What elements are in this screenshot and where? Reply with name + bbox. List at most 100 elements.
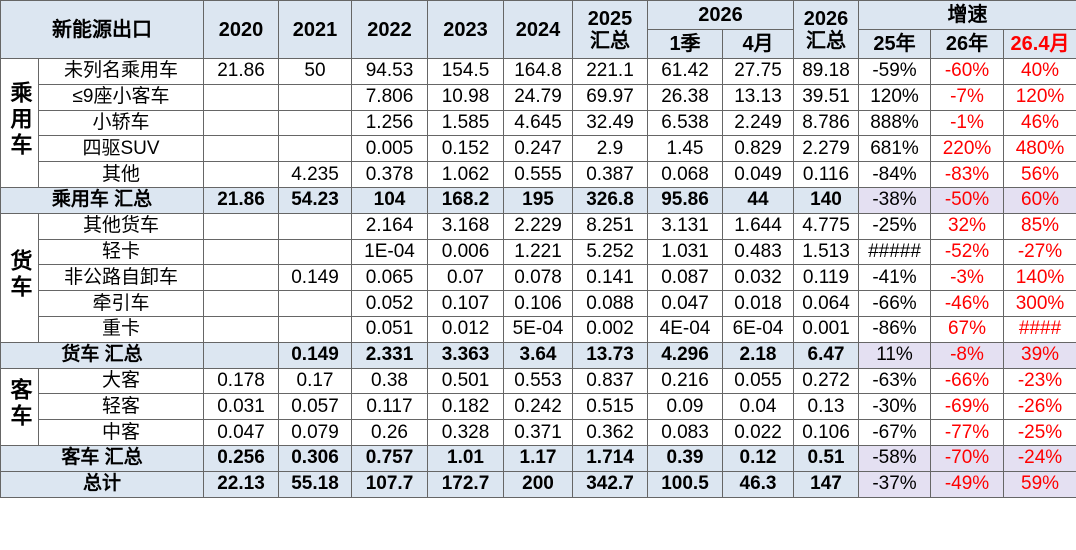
value-cell: 0.07 (427, 264, 504, 292)
value-cell: 0.378 (351, 161, 428, 188)
value-cell (278, 212, 352, 240)
value-cell: 0.387 (572, 161, 648, 188)
subtotal-row: 客车 汇总 0.256 0.306 0.757 1.01 1.17 1.714 0.39 0.1… (0, 444, 1076, 472)
value-cell: 5E-04 (503, 315, 573, 343)
value-cell: 6.47 (793, 341, 859, 369)
value-cell: 140 (793, 186, 859, 214)
row-name: 轻卡 (38, 238, 204, 266)
value-cell: 13.73 (572, 341, 648, 369)
value-cell: 0.047 (647, 290, 723, 317)
value-cell: 59% (1002, 470, 1076, 498)
value-cell: 888% (858, 109, 931, 137)
value-cell: 0.064 (793, 290, 859, 317)
value-cell: 0.152 (427, 135, 504, 163)
value-cell: 0.055 (722, 367, 794, 395)
group-label: 客车 (7, 377, 33, 430)
value-cell (203, 264, 279, 292)
header-row: 1季 4月 25年 26年 26.4月 (1, 29, 1076, 59)
value-cell: 56% (1002, 161, 1076, 188)
value-cell: 3.363 (427, 341, 504, 369)
data-row: 客车 大客 0.178 0.17 0.38 0.501 0.553 0.837 0.216 0.0… (0, 367, 1076, 446)
value-cell: -67% (858, 419, 931, 446)
value-cell: 0.047 (203, 419, 279, 446)
value-cell: 0.483 (722, 238, 794, 266)
value-cell: 0.256 (203, 444, 279, 472)
value-cell (278, 290, 352, 317)
value-cell: 46.3 (722, 470, 794, 498)
value-cell: 107.7 (351, 470, 428, 498)
header-cell: 2021 (278, 0, 352, 59)
header-cell: 2023 (427, 0, 504, 59)
value-cell (203, 83, 279, 111)
value-cell: 2.164 (351, 212, 428, 240)
header-cell: 增速 (857, 0, 1076, 30)
value-cell: 120% (1002, 83, 1076, 111)
value-cell: 1.45 (647, 135, 723, 163)
value-cell: -63% (858, 367, 931, 395)
row-name: 乘用车 汇总 (0, 186, 204, 214)
value-cell: 100.5 (647, 470, 723, 498)
value-cell: 6.538 (647, 109, 723, 137)
value-cell: 0.088 (572, 290, 648, 317)
value-cell (203, 341, 279, 369)
value-cell: 5.252 (572, 238, 648, 266)
value-cell: 0.247 (503, 135, 573, 163)
value-cell: 0.107 (427, 290, 504, 317)
row-name: 小轿车 (38, 109, 204, 137)
value-cell: 1.01 (427, 444, 504, 472)
value-cell: 2.249 (722, 109, 794, 137)
value-cell: 0.001 (793, 315, 859, 343)
group-label: 货车 (7, 248, 33, 301)
value-cell: 0.328 (427, 419, 504, 446)
value-cell: 0.119 (793, 264, 859, 292)
value-cell: 4.645 (503, 109, 573, 137)
value-cell: -41% (858, 264, 931, 292)
value-cell: 0.006 (427, 238, 504, 266)
row-name: 总计 (0, 470, 204, 498)
data-row: 中客 0.047 0.079 0.26 0.328 0.371 0.362 0.083 0.02… (1, 419, 1076, 446)
value-cell: 6E-04 (722, 315, 794, 343)
value-cell: 39.51 (793, 83, 859, 111)
header-row: 新能源出口 2020 2021 2022 2023 2024 2025 汇总 2026 2026 汇… (0, 0, 1076, 59)
value-cell: 0.079 (278, 419, 352, 446)
value-cell: -59% (858, 58, 931, 85)
row-name: 牵引车 (38, 290, 204, 317)
value-cell: 3.168 (427, 212, 504, 240)
value-cell: 4E-04 (647, 315, 723, 343)
value-cell: 0.149 (278, 264, 352, 292)
value-cell: -23% (1002, 367, 1076, 395)
value-cell: 0.032 (722, 264, 794, 292)
value-cell: 94.53 (351, 58, 428, 85)
value-cell: 326.8 (572, 186, 648, 214)
value-cell: 8.786 (793, 109, 859, 137)
value-cell: 1.585 (427, 109, 504, 137)
value-cell: -46% (930, 290, 1004, 317)
value-cell: 0.078 (503, 264, 573, 292)
value-cell: 32.49 (572, 109, 648, 137)
value-cell: 32% (930, 212, 1004, 240)
value-cell: 1.031 (647, 238, 723, 266)
value-cell (203, 161, 279, 188)
value-cell: -86% (858, 315, 931, 343)
value-cell: 21.86 (203, 186, 279, 214)
value-cell: 3.131 (647, 212, 723, 240)
row-name: 货车 汇总 (0, 341, 204, 369)
value-cell: 0.087 (647, 264, 723, 292)
value-cell: 0.182 (427, 393, 504, 421)
group-cell: 客车 (0, 367, 39, 446)
header-line: 2025 (587, 7, 633, 30)
value-cell: -26% (1002, 393, 1076, 421)
value-cell: 1.062 (427, 161, 504, 188)
value-cell: 0.002 (572, 315, 648, 343)
value-cell: 0.306 (278, 444, 352, 472)
value-cell: 0.515 (572, 393, 648, 421)
value-cell: 46% (1002, 109, 1076, 137)
value-cell: 1.221 (503, 238, 573, 266)
group-label: 乘用车 (7, 80, 33, 159)
row-name: 非公路自卸车 (38, 264, 204, 292)
value-cell: ##### (858, 238, 931, 266)
header-cell: 26年 (930, 29, 1004, 59)
value-cell: 0.012 (427, 315, 504, 343)
value-cell: 0.09 (647, 393, 723, 421)
